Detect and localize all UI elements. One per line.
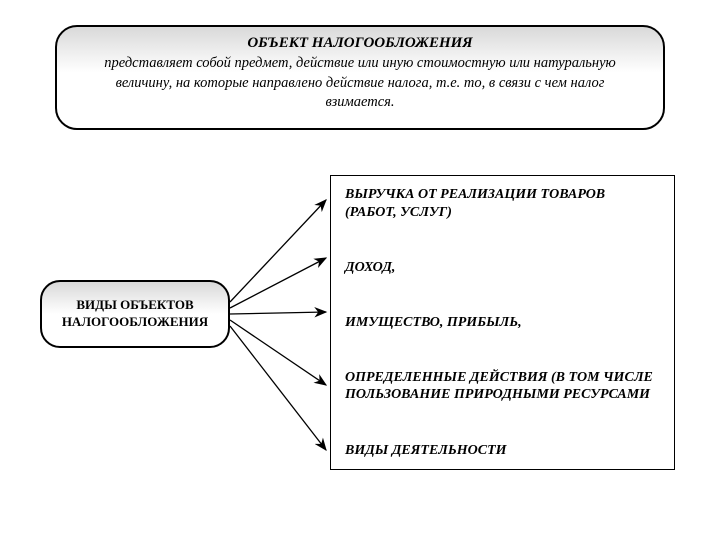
arrow — [230, 258, 326, 308]
arrow — [230, 326, 326, 450]
header-title: ОБЪЕКТ НАЛОГООБЛОЖЕНИЯ — [81, 35, 639, 52]
list-item: ВЫРУЧКА ОТ РЕАЛИЗАЦИИ ТОВАРОВ (РАБОТ, УС… — [345, 186, 660, 221]
list-item: ИМУЩЕСТВО, ПРИБЫЛЬ, — [345, 314, 660, 332]
list-item: ВИДЫ ДЕЯТЕЛЬНОСТИ — [345, 442, 660, 460]
list-item: ДОХОД, — [345, 259, 660, 277]
arrow — [230, 312, 326, 314]
source-label: ВИДЫ ОБЪЕКТОВ НАЛОГООБЛОЖЕНИЯ — [48, 297, 222, 331]
header-box: ОБЪЕКТ НАЛОГООБЛОЖЕНИЯ представляет собо… — [55, 25, 665, 130]
list-item: ОПРЕДЕЛЕННЫЕ ДЕЙСТВИЯ (В ТОМ ЧИСЛЕ ПОЛЬЗ… — [345, 369, 660, 404]
source-box: ВИДЫ ОБЪЕКТОВ НАЛОГООБЛОЖЕНИЯ — [40, 280, 230, 348]
arrow — [230, 200, 326, 302]
arrow — [230, 320, 326, 385]
header-description: представляет собой предмет, действие или… — [81, 54, 639, 113]
target-box: ВЫРУЧКА ОТ РЕАЛИЗАЦИИ ТОВАРОВ (РАБОТ, УС… — [330, 175, 675, 470]
